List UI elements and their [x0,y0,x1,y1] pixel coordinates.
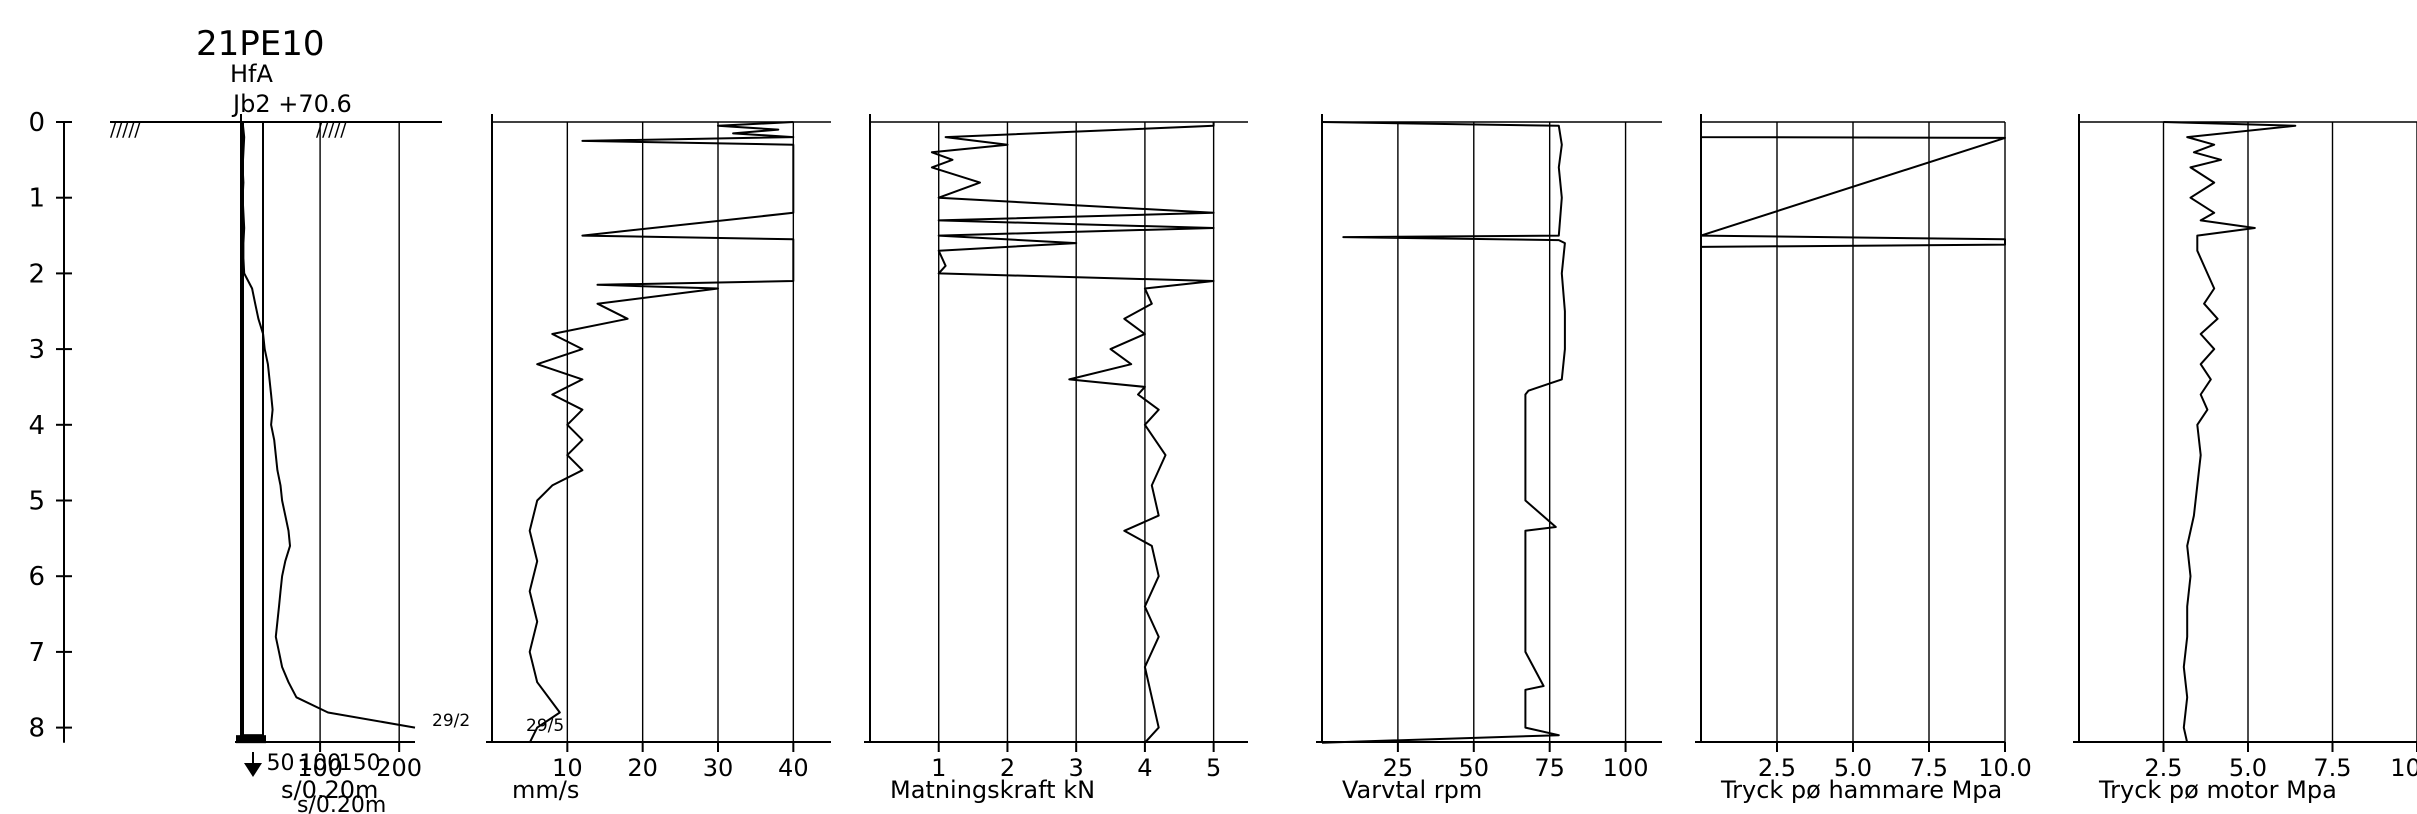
depth-tick-label: 2 [28,259,45,289]
data-series-line [1700,122,2006,743]
x-tick-label: 200 [376,754,422,782]
depth-tick-label: 4 [28,411,45,441]
x-axis-label: Tryck pø hammare Mpa [1720,776,2002,804]
depth-tick-label: 0 [28,108,45,138]
depth-tick-label: 6 [28,562,45,592]
x-axis-label: mm/s [512,776,579,804]
x-axis-label: s/0.20m [281,776,378,804]
x-tick-label: 1 [931,754,946,782]
ground-hatch-left: ///// [110,120,141,141]
x-axis-label: Tryck pø motor Mpa [2098,776,2337,804]
panel-rotation-rate: 25 50 75 100 Varvtal rpm [1316,114,1662,804]
stop-code-label: 29/2 [432,711,470,731]
data-series-line [1321,121,1566,744]
sounding-method: HfA [230,60,273,88]
depth-tick-label: 7 [28,638,45,668]
ground-hatch-right: ///// [316,120,347,141]
stop-block [236,735,266,744]
x-tick-label: 2 [1000,754,1015,782]
data-series-line [2163,121,2297,743]
x-tick-label: 20 [627,754,658,782]
depth-tick-label: 8 [28,714,45,744]
x-tick-label: 2.5 [1758,754,1796,782]
stop-code-label-rate: 29/5 [526,716,564,736]
x-tick-label: 10.0 [1978,754,2031,782]
panel-penetration-rate: 10 20 30 40 mm/s [486,114,831,804]
ground-level-ref: Jb2 +70.6 [231,90,352,118]
x-tick-label: 5 [1206,754,1221,782]
x-axis-label: Matningskraft kN [890,776,1095,804]
x-tick-label: 25 [1383,754,1414,782]
x-tick-label: 2.5 [2144,754,2182,782]
x-tick-label: 30 [703,754,734,782]
x-tick-label-secondary: 50 [267,751,295,776]
x-tick-label: 7.5 [1910,754,1948,782]
x-axis-label-secondary: s/0.20m [297,793,386,814]
data-series-line [528,121,795,744]
x-tick-label-secondary: 150 [339,751,381,776]
borehole-id: 21PE10 [196,24,325,64]
x-tick-label: 50 [1459,754,1490,782]
x-tick-label: 5.0 [1834,754,1872,782]
depth-tick-label: 3 [28,335,45,365]
stop-arrow-icon [244,763,262,777]
depth-tick-label: 1 [28,184,45,214]
x-tick-label: 4 [1137,754,1152,782]
x-axis-label: Varvtal rpm [1342,776,1482,804]
x-tick-label: 75 [1534,754,1565,782]
x-tick-label-secondary: 100 [299,751,341,776]
panel-motor-pressure: 2.5 5.0 7.5 10.0 Tryck pø motor Mpa [2073,114,2417,804]
panel-feed-force: 1 2 3 4 5 Matningskraft kN [864,114,1248,804]
data-series-line [930,122,1215,744]
x-tick-label: 10 [552,754,583,782]
depth-tick-label: 5 [28,487,45,517]
x-tick-label: 10.0 [2390,754,2417,782]
rod-column [242,121,264,737]
x-tick-label: 100 [297,754,343,782]
x-tick-label: 3 [1069,754,1084,782]
data-series-line [241,121,416,729]
x-tick-label: 40 [778,754,809,782]
x-tick-label: 7.5 [2313,754,2351,782]
depth-axis: 0 1 2 3 4 5 6 7 8 [28,108,72,744]
x-tick-label: 100 [1603,754,1649,782]
x-tick-label: 5.0 [2229,754,2267,782]
